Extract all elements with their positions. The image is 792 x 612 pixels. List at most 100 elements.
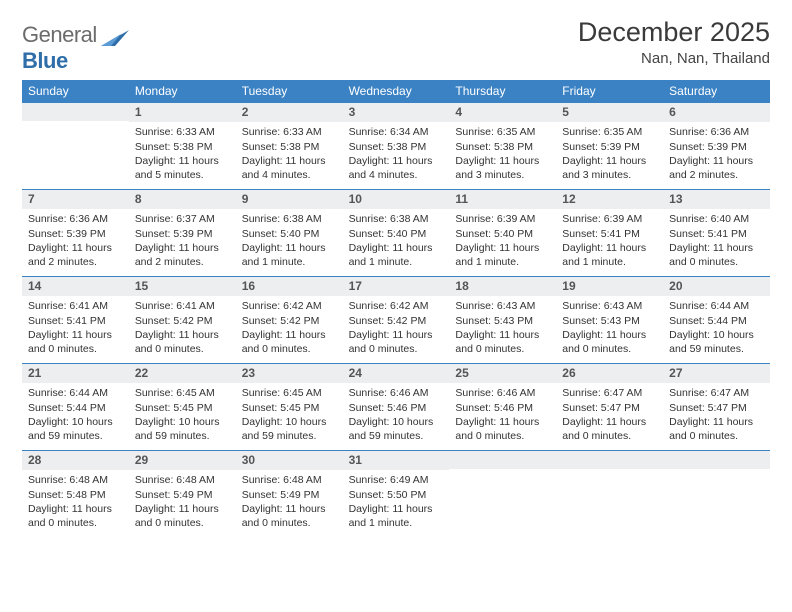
daylight-text: Daylight: 11 hours and 0 minutes. xyxy=(562,328,657,356)
day-number: 30 xyxy=(236,451,343,470)
sunrise-text: Sunrise: 6:48 AM xyxy=(135,473,230,487)
daylight-text: Daylight: 10 hours and 59 minutes. xyxy=(669,328,764,356)
day-number: 4 xyxy=(449,103,556,122)
day-cell: 22Sunrise: 6:45 AMSunset: 5:45 PMDayligh… xyxy=(129,364,236,450)
calendar-page: General Blue December 2025 Nan, Nan, Tha… xyxy=(0,0,792,612)
day-number: 29 xyxy=(129,451,236,470)
day-cell xyxy=(449,451,556,537)
sunset-text: Sunset: 5:46 PM xyxy=(349,401,444,415)
sunset-text: Sunset: 5:38 PM xyxy=(455,140,550,154)
day-body: Sunrise: 6:43 AMSunset: 5:43 PMDaylight:… xyxy=(556,296,663,358)
daylight-text: Daylight: 11 hours and 0 minutes. xyxy=(455,328,550,356)
day-number: 19 xyxy=(556,277,663,296)
daylight-text: Daylight: 11 hours and 0 minutes. xyxy=(562,415,657,443)
sunrise-text: Sunrise: 6:47 AM xyxy=(669,386,764,400)
day-number: 22 xyxy=(129,364,236,383)
sunset-text: Sunset: 5:42 PM xyxy=(242,314,337,328)
sunset-text: Sunset: 5:39 PM xyxy=(135,227,230,241)
day-body: Sunrise: 6:48 AMSunset: 5:49 PMDaylight:… xyxy=(129,470,236,532)
daylight-text: Daylight: 10 hours and 59 minutes. xyxy=(28,415,123,443)
day-number: 20 xyxy=(663,277,770,296)
header-row: General Blue December 2025 Nan, Nan, Tha… xyxy=(22,18,770,74)
daylight-text: Daylight: 11 hours and 0 minutes. xyxy=(135,502,230,530)
weeks-container: 1Sunrise: 6:33 AMSunset: 5:38 PMDaylight… xyxy=(22,103,770,537)
daylight-text: Daylight: 11 hours and 2 minutes. xyxy=(135,241,230,269)
day-number: 25 xyxy=(449,364,556,383)
weekday-header: Sunday xyxy=(22,80,129,103)
day-cell: 16Sunrise: 6:42 AMSunset: 5:42 PMDayligh… xyxy=(236,277,343,363)
day-body: Sunrise: 6:37 AMSunset: 5:39 PMDaylight:… xyxy=(129,209,236,271)
day-cell: 25Sunrise: 6:46 AMSunset: 5:46 PMDayligh… xyxy=(449,364,556,450)
week-row: 28Sunrise: 6:48 AMSunset: 5:48 PMDayligh… xyxy=(22,451,770,537)
sunset-text: Sunset: 5:45 PM xyxy=(242,401,337,415)
weekday-header-row: Sunday Monday Tuesday Wednesday Thursday… xyxy=(22,80,770,103)
sunrise-text: Sunrise: 6:40 AM xyxy=(669,212,764,226)
calendar: Sunday Monday Tuesday Wednesday Thursday… xyxy=(22,80,770,537)
sunrise-text: Sunrise: 6:48 AM xyxy=(28,473,123,487)
day-body: Sunrise: 6:48 AMSunset: 5:49 PMDaylight:… xyxy=(236,470,343,532)
day-number: 28 xyxy=(22,451,129,470)
weekday-header: Friday xyxy=(556,80,663,103)
logo-flag-icon xyxy=(101,24,129,51)
day-body: Sunrise: 6:47 AMSunset: 5:47 PMDaylight:… xyxy=(556,383,663,445)
day-number: 2 xyxy=(236,103,343,122)
day-number: 15 xyxy=(129,277,236,296)
week-row: 14Sunrise: 6:41 AMSunset: 5:41 PMDayligh… xyxy=(22,277,770,364)
logo-word-general: General xyxy=(22,22,97,47)
day-cell: 4Sunrise: 6:35 AMSunset: 5:38 PMDaylight… xyxy=(449,103,556,189)
day-number: 10 xyxy=(343,190,450,209)
sunset-text: Sunset: 5:39 PM xyxy=(562,140,657,154)
day-cell: 3Sunrise: 6:34 AMSunset: 5:38 PMDaylight… xyxy=(343,103,450,189)
logo-text: General Blue xyxy=(22,22,97,74)
sunset-text: Sunset: 5:39 PM xyxy=(669,140,764,154)
sunrise-text: Sunrise: 6:39 AM xyxy=(455,212,550,226)
day-number xyxy=(449,451,556,469)
daylight-text: Daylight: 11 hours and 0 minutes. xyxy=(669,241,764,269)
day-body: Sunrise: 6:35 AMSunset: 5:38 PMDaylight:… xyxy=(449,122,556,184)
daylight-text: Daylight: 11 hours and 2 minutes. xyxy=(669,154,764,182)
day-number: 8 xyxy=(129,190,236,209)
day-body: Sunrise: 6:43 AMSunset: 5:43 PMDaylight:… xyxy=(449,296,556,358)
sunset-text: Sunset: 5:49 PM xyxy=(242,488,337,502)
day-body: Sunrise: 6:45 AMSunset: 5:45 PMDaylight:… xyxy=(236,383,343,445)
daylight-text: Daylight: 11 hours and 1 minute. xyxy=(349,502,444,530)
daylight-text: Daylight: 11 hours and 0 minutes. xyxy=(28,328,123,356)
sunset-text: Sunset: 5:42 PM xyxy=(349,314,444,328)
day-cell: 23Sunrise: 6:45 AMSunset: 5:45 PMDayligh… xyxy=(236,364,343,450)
sunrise-text: Sunrise: 6:41 AM xyxy=(28,299,123,313)
sunrise-text: Sunrise: 6:45 AM xyxy=(135,386,230,400)
day-number: 27 xyxy=(663,364,770,383)
day-number: 14 xyxy=(22,277,129,296)
weekday-header: Tuesday xyxy=(236,80,343,103)
sunset-text: Sunset: 5:38 PM xyxy=(242,140,337,154)
day-cell xyxy=(556,451,663,537)
day-number: 24 xyxy=(343,364,450,383)
day-number: 18 xyxy=(449,277,556,296)
day-body: Sunrise: 6:36 AMSunset: 5:39 PMDaylight:… xyxy=(663,122,770,184)
day-number xyxy=(663,451,770,469)
sunrise-text: Sunrise: 6:46 AM xyxy=(455,386,550,400)
location-subtitle: Nan, Nan, Thailand xyxy=(578,50,770,67)
sunset-text: Sunset: 5:40 PM xyxy=(242,227,337,241)
sunrise-text: Sunrise: 6:44 AM xyxy=(669,299,764,313)
sunset-text: Sunset: 5:48 PM xyxy=(28,488,123,502)
sunset-text: Sunset: 5:41 PM xyxy=(28,314,123,328)
daylight-text: Daylight: 11 hours and 0 minutes. xyxy=(669,415,764,443)
daylight-text: Daylight: 11 hours and 5 minutes. xyxy=(135,154,230,182)
sunset-text: Sunset: 5:38 PM xyxy=(349,140,444,154)
day-cell: 13Sunrise: 6:40 AMSunset: 5:41 PMDayligh… xyxy=(663,190,770,276)
sunrise-text: Sunrise: 6:35 AM xyxy=(455,125,550,139)
sunrise-text: Sunrise: 6:42 AM xyxy=(242,299,337,313)
day-cell: 15Sunrise: 6:41 AMSunset: 5:42 PMDayligh… xyxy=(129,277,236,363)
sunrise-text: Sunrise: 6:38 AM xyxy=(242,212,337,226)
day-cell: 19Sunrise: 6:43 AMSunset: 5:43 PMDayligh… xyxy=(556,277,663,363)
day-body: Sunrise: 6:42 AMSunset: 5:42 PMDaylight:… xyxy=(236,296,343,358)
day-body: Sunrise: 6:34 AMSunset: 5:38 PMDaylight:… xyxy=(343,122,450,184)
day-cell: 17Sunrise: 6:42 AMSunset: 5:42 PMDayligh… xyxy=(343,277,450,363)
daylight-text: Daylight: 10 hours and 59 minutes. xyxy=(349,415,444,443)
daylight-text: Daylight: 11 hours and 4 minutes. xyxy=(349,154,444,182)
day-body: Sunrise: 6:39 AMSunset: 5:40 PMDaylight:… xyxy=(449,209,556,271)
sunrise-text: Sunrise: 6:49 AM xyxy=(349,473,444,487)
sunset-text: Sunset: 5:47 PM xyxy=(562,401,657,415)
daylight-text: Daylight: 11 hours and 0 minutes. xyxy=(242,328,337,356)
